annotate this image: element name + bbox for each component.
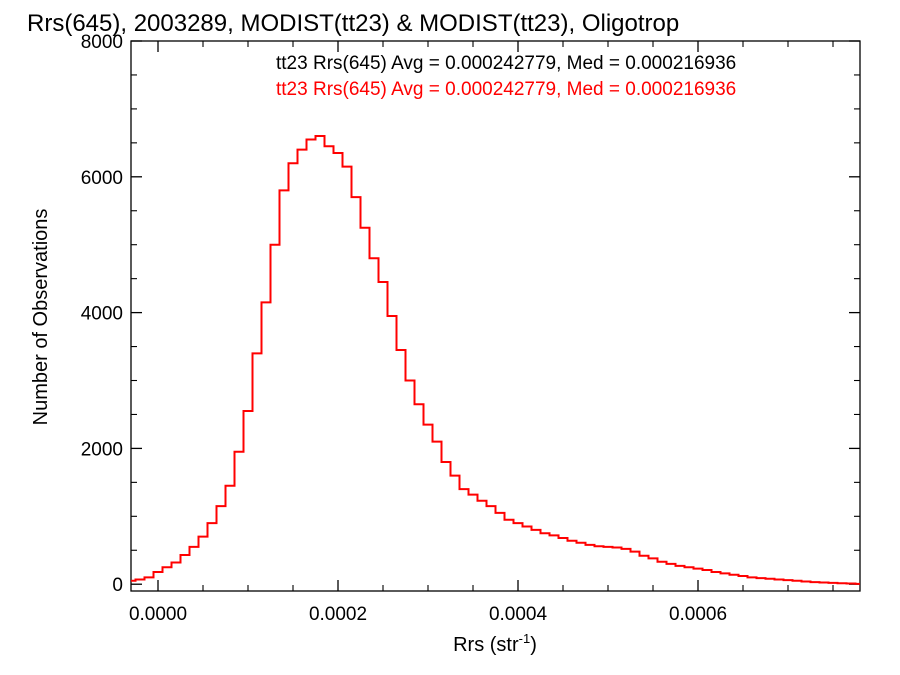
x-tick-label: 0.0000 (129, 604, 187, 625)
x-tick-label: 0.0002 (309, 604, 367, 625)
y-tick-label: 6000 (81, 168, 123, 189)
legend-entry-black: tt23 Rrs(645) Avg = 0.000242779, Med = 0… (276, 53, 736, 74)
x-tick-label: 0.0006 (669, 604, 727, 625)
axis-tick-labels: 0.0000 0.0002 0.0004 0.0006 0 2000 4000 6000 800… (81, 32, 727, 625)
y-axis-title: Number of Observations (30, 209, 52, 426)
x-axis-title-close: ) (530, 634, 537, 656)
y-tick-label: 0 (112, 575, 123, 596)
x-axis-title: Rrs (str-1) (453, 631, 537, 656)
x-axis-title-superscript: -1 (519, 631, 531, 646)
x-axis-title-base: Rrs (str (453, 634, 519, 656)
y-tick-label: 4000 (81, 304, 123, 325)
legend-entry-red: tt23 Rrs(645) Avg = 0.000242779, Med = 0… (276, 79, 736, 100)
x-tick-label: 0.0004 (489, 604, 548, 625)
axis-ticks (131, 40, 860, 591)
plot-frame (130, 40, 861, 592)
y-tick-label: 8000 (81, 32, 123, 53)
histogram-series-line (131, 135, 860, 585)
y-tick-label: 2000 (81, 439, 123, 460)
chart-title: Rrs(645), 2003289, MODIST(tt23) & MODIST… (27, 10, 679, 37)
